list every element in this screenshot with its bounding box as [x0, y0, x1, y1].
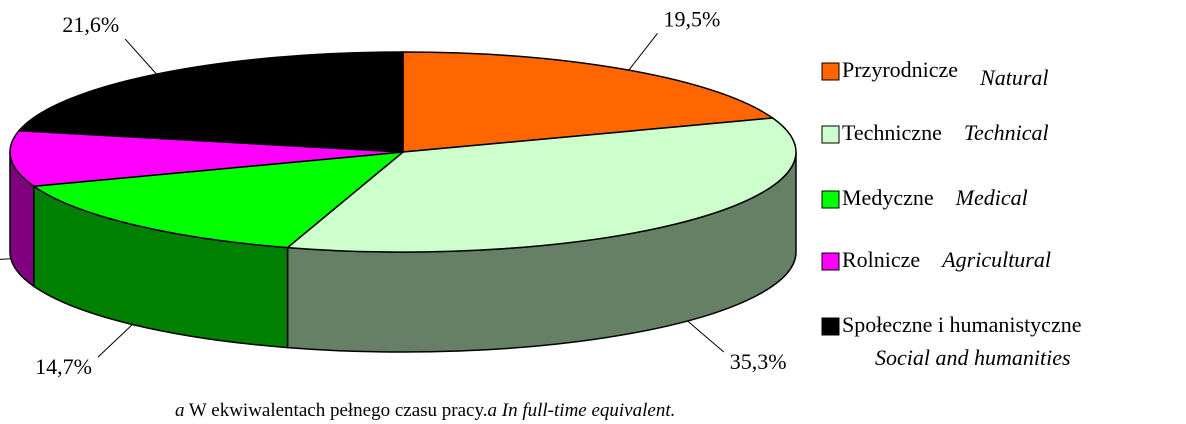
legend-label: Techniczne: [842, 120, 942, 145]
legend-swatch: [821, 62, 840, 81]
legend-label-en: Social and humanities: [875, 345, 1071, 370]
legend-label: Rolnicze: [842, 247, 920, 272]
legend-label: Przyrodnicze: [842, 57, 958, 82]
data-label: 19,5%: [664, 6, 721, 31]
legend-swatch: [821, 317, 840, 336]
slice: [402, 51, 775, 153]
slice: [9, 129, 404, 188]
slice: [285, 117, 797, 253]
leader-line: [628, 33, 658, 71]
legend-label-en: Medical: [955, 185, 1028, 210]
leader-line: [687, 320, 725, 353]
leader-line: [0, 258, 11, 260]
legend-label: Medyczne: [842, 185, 934, 210]
data-label: 21,6%: [62, 12, 119, 37]
data-label: 14,7%: [35, 354, 92, 379]
data-label: 35,3%: [730, 349, 787, 374]
legend-label-en: Agricultural: [940, 247, 1051, 272]
footnote-pl: W ekwiwalentach pełnego czasu pracy.: [189, 400, 488, 421]
leader-line: [97, 324, 133, 358]
legend-label-en: Technical: [964, 120, 1049, 145]
slice: [17, 51, 404, 153]
legend-swatch: [821, 252, 840, 271]
legend-swatch: [821, 190, 840, 209]
footnote-marker: a: [175, 400, 185, 421]
footnote: a W ekwiwalentach pełnego czasu pracy.a …: [175, 400, 675, 421]
footnote-en: a In full-time equivalent.: [488, 400, 676, 421]
legend-label-en: Natural: [979, 65, 1048, 90]
legend-swatch: [821, 125, 840, 144]
legend-label: Społeczne i humanistyczne: [842, 312, 1081, 337]
slice: [31, 151, 406, 249]
leader-line: [124, 38, 157, 75]
